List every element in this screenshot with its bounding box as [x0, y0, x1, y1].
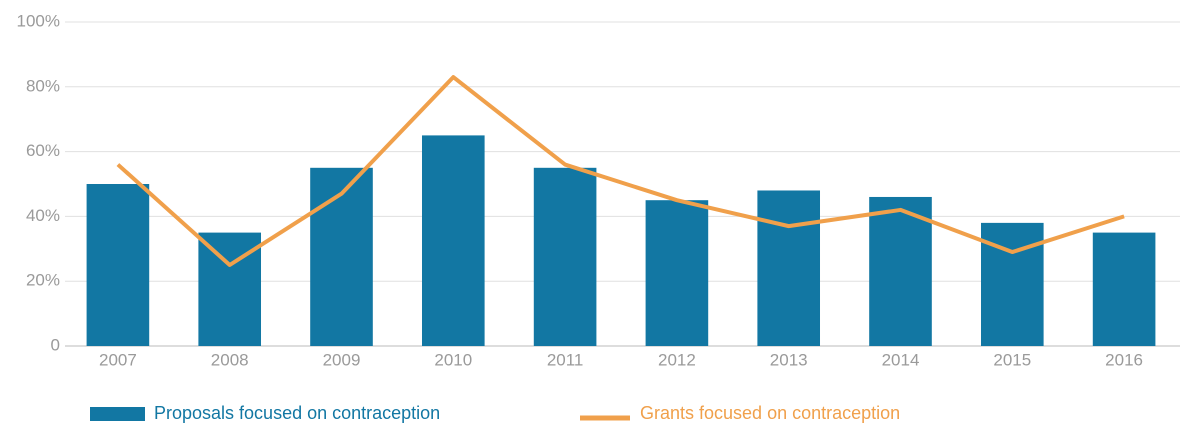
bar [310, 167, 373, 346]
line [116, 75, 1125, 267]
bar [980, 222, 1044, 346]
bar [533, 167, 597, 346]
legend-label: Proposals focused on contraception [154, 403, 440, 423]
y-tick-label: 60% [26, 141, 60, 160]
y-tick-label: 0 [51, 335, 60, 354]
x-tick-label: 2013 [770, 350, 808, 369]
bar [421, 135, 485, 346]
bar [1092, 232, 1156, 346]
x-tick-label: 2016 [1105, 350, 1143, 369]
x-tick-label: 2009 [323, 350, 361, 369]
x-tick-label: 2015 [993, 350, 1031, 369]
bar [645, 200, 709, 346]
bar [869, 196, 932, 346]
x-tick-label: 2014 [882, 350, 920, 369]
y-tick-label: 40% [26, 206, 60, 225]
legend-swatch [90, 407, 145, 421]
y-tick-label: 80% [26, 76, 60, 95]
y-tick-label: 20% [26, 271, 60, 290]
x-tick-label: 2007 [99, 350, 137, 369]
legend-label: Grants focused on contraception [640, 403, 900, 423]
x-tick-label: 2011 [547, 350, 584, 369]
y-tick-label: 100% [17, 11, 60, 30]
bar [757, 190, 821, 346]
x-tick-label: 2008 [211, 350, 249, 369]
bar [86, 184, 150, 346]
x-tick-label: 2012 [658, 350, 696, 369]
x-tick-label: 2010 [434, 350, 472, 369]
